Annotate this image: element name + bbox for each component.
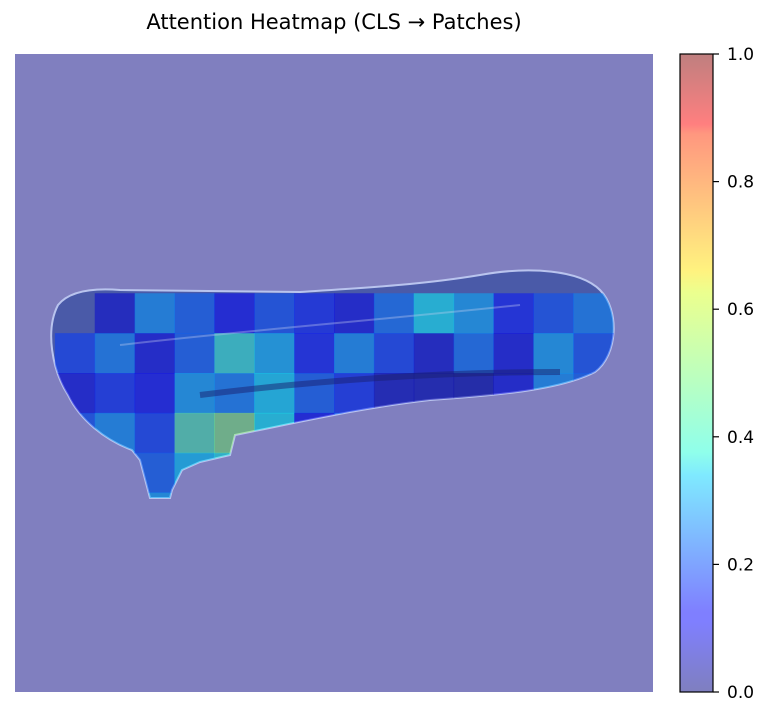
heatmap-cell bbox=[94, 373, 136, 414]
specimen-vein bbox=[199, 369, 561, 398]
heatmap-cell bbox=[373, 293, 415, 334]
heatmap-cell bbox=[54, 333, 96, 374]
heatmap-cell bbox=[493, 333, 534, 374]
heatmap-cell bbox=[174, 293, 215, 334]
heatmap-cell bbox=[94, 333, 136, 374]
heatmap-cell bbox=[294, 293, 335, 334]
heatmap-cell bbox=[254, 373, 295, 414]
heatmap-cell bbox=[134, 293, 175, 334]
colorbar-tick-label: 0.4 bbox=[727, 428, 754, 448]
heatmap-cell bbox=[453, 293, 494, 334]
heatmap-cell bbox=[214, 293, 255, 334]
chart-title: Attention Heatmap (CLS → Patches) bbox=[146, 10, 522, 34]
heatmap-cell bbox=[134, 412, 175, 454]
heatmap-cell bbox=[174, 333, 215, 374]
heatmap-cell bbox=[413, 293, 455, 334]
heatmap-cell bbox=[94, 293, 136, 334]
heatmap-cell bbox=[533, 333, 574, 374]
heatmap-cell bbox=[413, 333, 455, 374]
heatmap-cell bbox=[294, 333, 335, 374]
colorbar-tick-label: 0.0 bbox=[727, 683, 754, 703]
heatmap-cell bbox=[453, 333, 494, 374]
heatmap-cell bbox=[214, 333, 255, 374]
colorbar-tick-label: 1.0 bbox=[727, 45, 754, 65]
colorbar bbox=[679, 53, 714, 693]
heatmap-cell bbox=[134, 492, 175, 498]
heatmap-cell bbox=[334, 333, 375, 374]
heatmap-cell bbox=[573, 293, 614, 334]
heatmap-cell bbox=[373, 333, 415, 374]
heatmap-cell bbox=[334, 293, 375, 334]
colorbar-tick-label: 0.8 bbox=[727, 173, 754, 193]
heatmap-cell bbox=[134, 333, 175, 374]
heatmap-cell bbox=[134, 373, 175, 414]
specimen-vein bbox=[119, 304, 521, 346]
heatmap-cell bbox=[254, 333, 295, 374]
heatmap-cell bbox=[174, 412, 215, 454]
heatmap-cell bbox=[254, 293, 295, 334]
colorbar-tick-label: 0.2 bbox=[727, 555, 754, 575]
heatmap-cell bbox=[493, 293, 534, 334]
heatmap-cell bbox=[533, 293, 574, 334]
colorbar-tick-label: 0.6 bbox=[727, 300, 754, 320]
